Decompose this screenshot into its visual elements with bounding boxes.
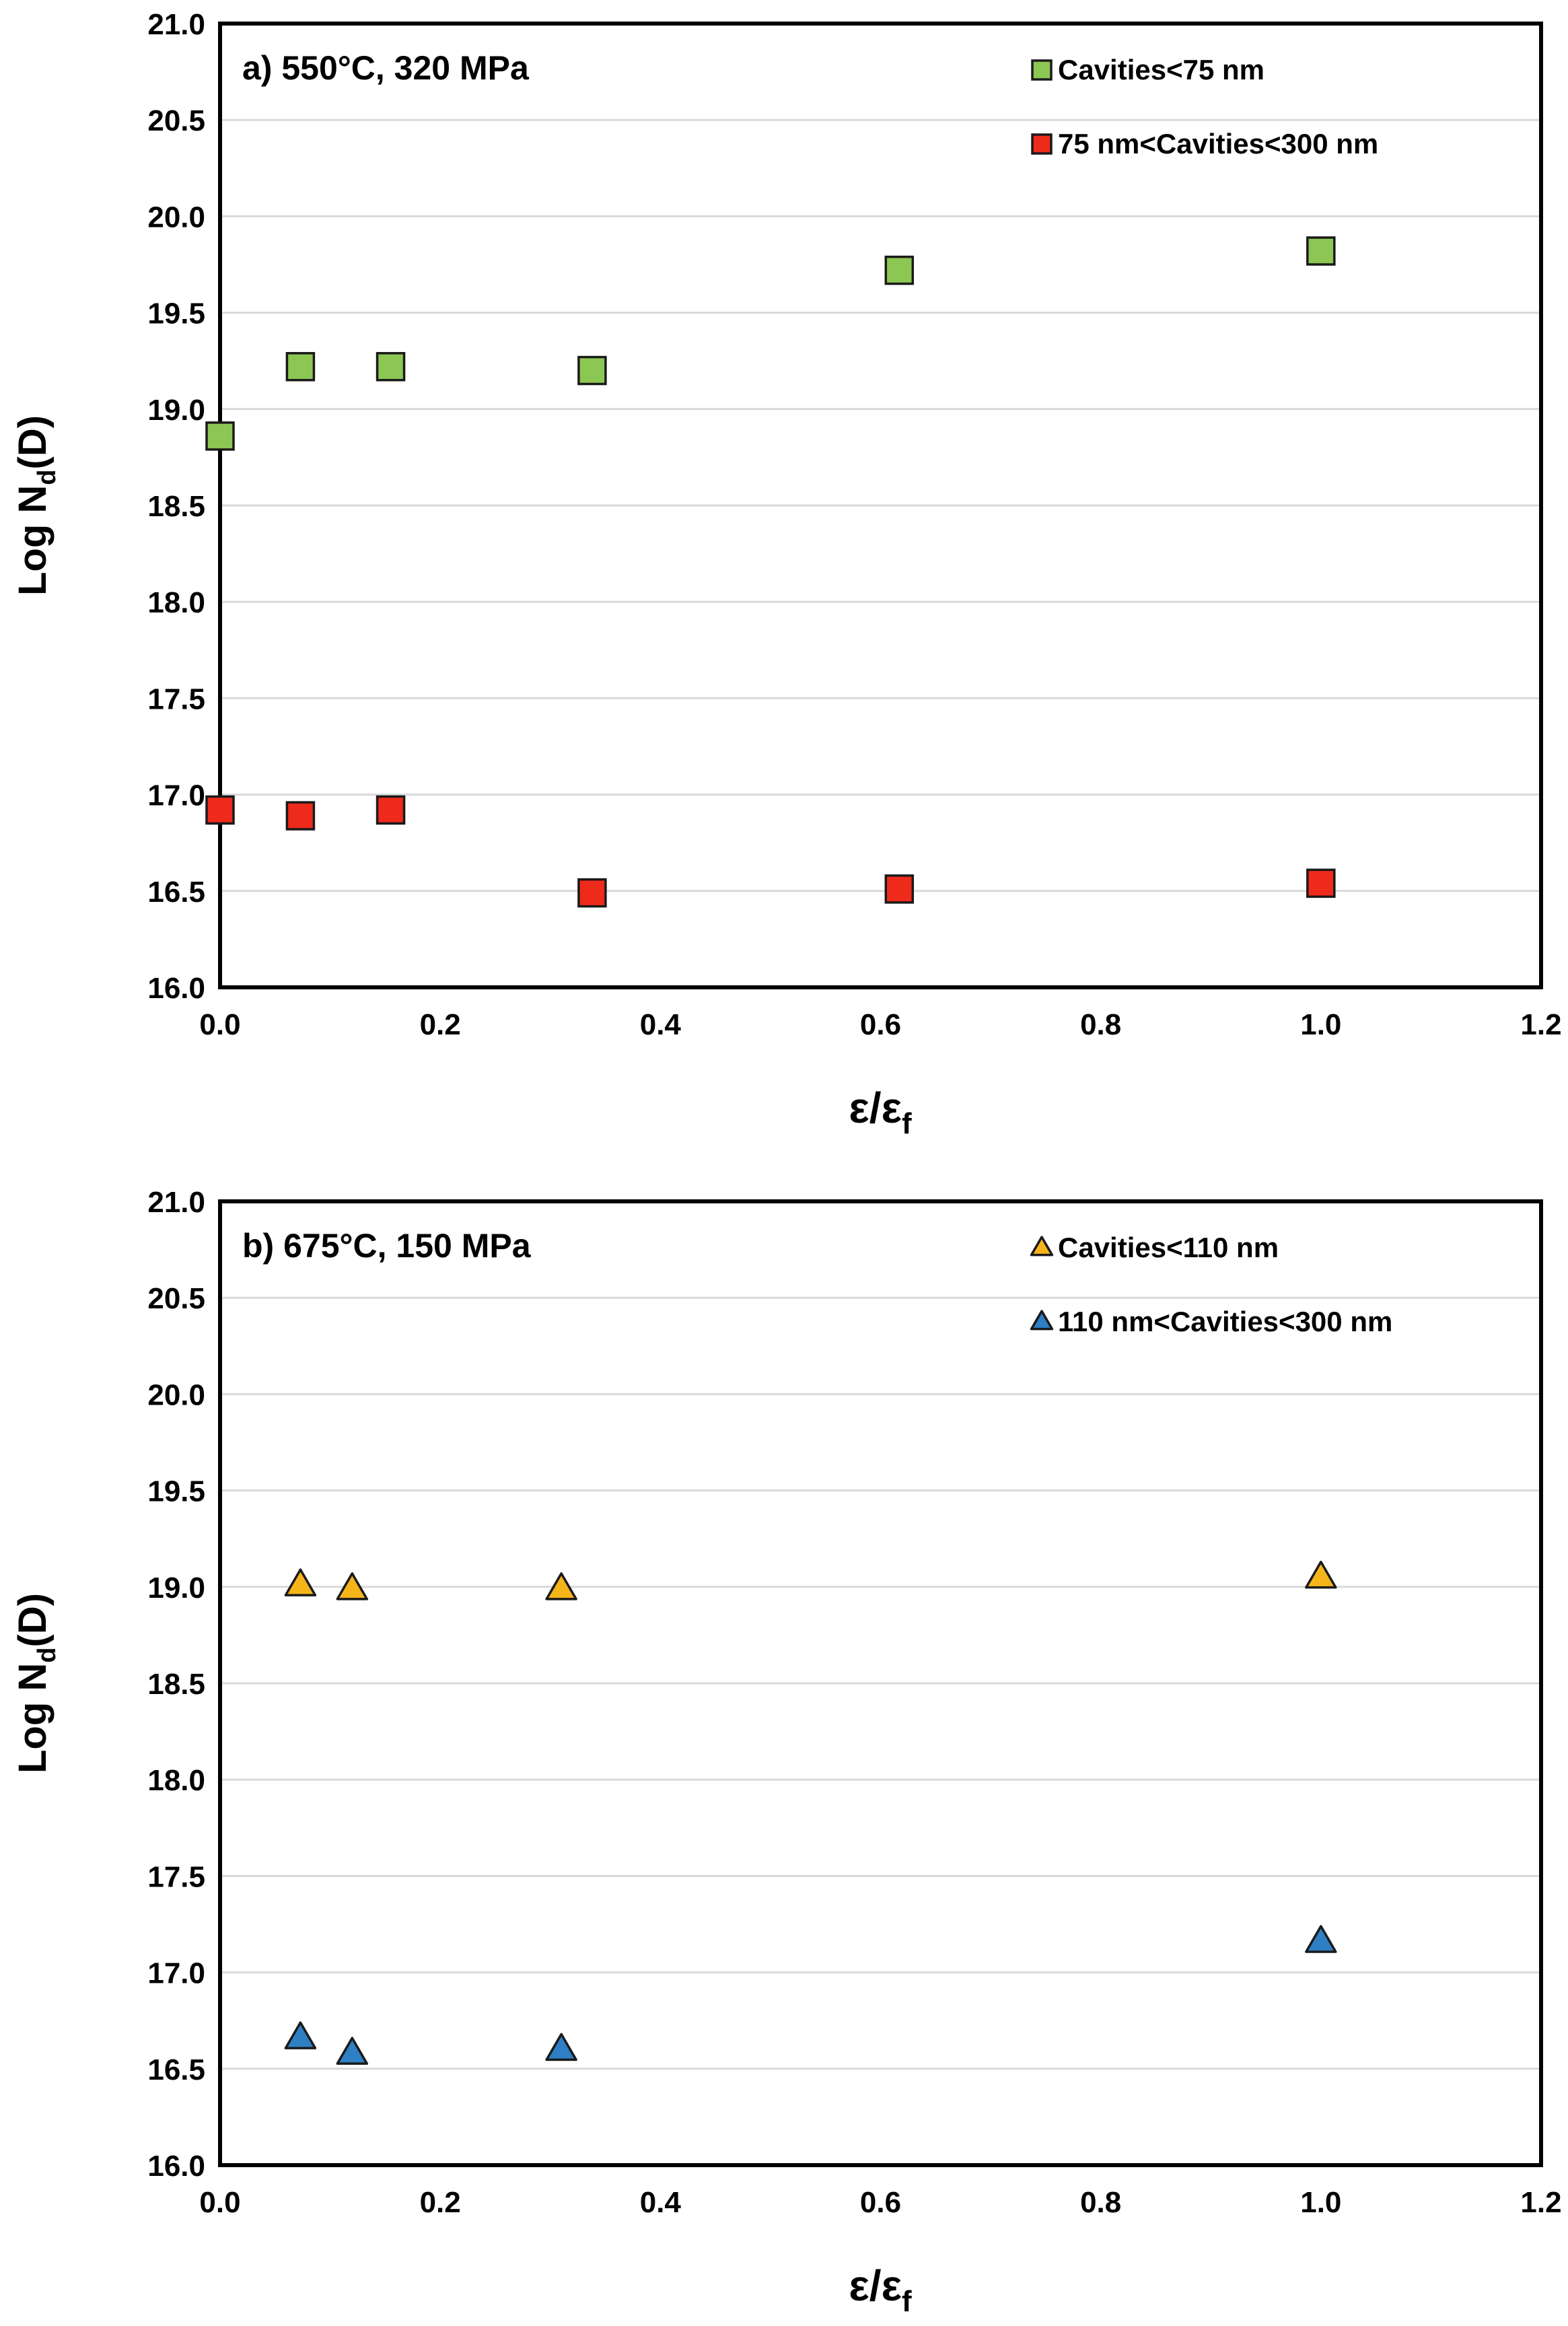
y-tick-label: 19.5 (147, 297, 205, 330)
data-point (1305, 1560, 1337, 1589)
grid-lines (220, 1296, 1541, 2070)
y-tick-label: 17.0 (147, 779, 205, 812)
x-axis-label: ε/εf (849, 1084, 912, 1140)
series-2 (205, 795, 1336, 908)
panel-title: a) 550°C, 320 MPa (242, 49, 530, 87)
y-tick-label: 20.0 (147, 1378, 205, 1411)
data-point (577, 878, 607, 908)
y-tick-label: 21.0 (147, 1186, 205, 1219)
x-tick-label: 0.4 (640, 2186, 682, 2219)
panel-title: b) 675°C, 150 MPa (242, 1227, 532, 1265)
legend-marker (1031, 133, 1053, 155)
x-tick-label: 0.2 (420, 1008, 461, 1041)
y-tick-labels: 16.0 16.5 17.0 17.5 18.0 18.5 19.0 19.5 20.0 20.5… (147, 1186, 205, 2183)
grid-lines (220, 118, 1541, 892)
y-axis-label: Log Nd(D) (11, 1593, 61, 1773)
y-tick-label: 21.0 (147, 8, 205, 41)
data-point (285, 352, 316, 382)
y-tick-label: 19.0 (147, 1572, 205, 1605)
x-tick-label: 0.8 (1080, 2186, 1121, 2219)
x-axis-label: ε/εf (849, 2261, 912, 2318)
x-tick-label: 0.8 (1080, 1008, 1121, 1041)
data-points (284, 1560, 1337, 2065)
data-point (284, 2021, 317, 2049)
panel-a: 16.0 16.5 17.0 17.5 18.0 18.5 19.0 19.5 20.0 20.5… (11, 8, 1562, 1140)
legend-label: 75 nm<Cavities<300 nm (1058, 128, 1378, 160)
legend-item: 110 nm<Cavities<300 nm (1030, 1306, 1392, 1337)
plot-area-frame (218, 22, 1543, 989)
y-tick-label: 20.5 (147, 1282, 205, 1315)
legend-item: 75 nm<Cavities<300 nm (1031, 128, 1378, 160)
y-tick-label: 18.5 (147, 490, 205, 523)
x-tick-labels: 0.0 0.2 0.4 0.6 0.8 1.0 1.2 (199, 1008, 1561, 1041)
data-point (545, 1572, 577, 1600)
legend-item: Cavities<75 nm (1031, 54, 1264, 85)
legend: Cavities<110 nm 110 nm<Cavities<300 nm (1030, 1232, 1392, 1337)
legend-marker (1031, 59, 1053, 81)
x-tick-label: 0.6 (860, 1008, 901, 1041)
y-tick-label: 19.0 (147, 394, 205, 427)
x-tick-label: 0.6 (860, 2186, 901, 2219)
x-tick-label: 1.0 (1300, 2186, 1341, 2219)
y-tick-label: 18.0 (147, 1764, 205, 1797)
plot-area-frame (218, 1199, 1543, 2167)
y-tick-labels: 16.0 16.5 17.0 17.5 18.0 18.5 19.0 19.5 20.0 20.5… (147, 8, 205, 1005)
data-point (545, 2033, 577, 2061)
data-point (336, 2037, 369, 2065)
legend: Cavities<75 nm 75 nm<Cavities<300 nm (1031, 54, 1378, 160)
x-tick-label: 1.2 (1520, 2186, 1561, 2219)
y-tick-label: 18.5 (147, 1668, 205, 1701)
panel-b: 16.0 16.5 17.0 17.5 18.0 18.5 19.0 19.5 20.0 20.5… (11, 1186, 1562, 2318)
series-2 (284, 1925, 1337, 2065)
y-tick-label: 17.5 (147, 682, 205, 715)
data-point (577, 355, 607, 386)
data-point (1305, 1925, 1337, 1953)
data-point (884, 874, 915, 904)
data-point (205, 421, 235, 451)
y-tick-label: 16.5 (147, 2053, 205, 2086)
x-tick-label: 0.0 (199, 1008, 240, 1041)
x-tick-label: 0.2 (420, 2186, 461, 2219)
y-tick-label: 18.0 (147, 586, 205, 619)
data-point (376, 352, 406, 382)
x-tick-label: 0.4 (640, 1008, 682, 1041)
data-point (205, 795, 235, 825)
y-tick-label: 20.5 (147, 104, 205, 137)
data-point (1306, 868, 1336, 898)
y-tick-label: 17.5 (147, 1860, 205, 1893)
legend-label: Cavities<75 nm (1058, 54, 1264, 85)
x-tick-label: 1.0 (1300, 1008, 1341, 1041)
data-point (376, 795, 406, 825)
y-axis-label: Log Nd(D) (11, 415, 61, 596)
legend-marker (1030, 1236, 1054, 1257)
legend-marker (1030, 1310, 1054, 1331)
x-tick-label: 1.2 (1520, 1008, 1561, 1041)
data-point (1306, 236, 1336, 266)
data-point (884, 255, 915, 285)
legend-label: 110 nm<Cavities<300 nm (1058, 1306, 1392, 1337)
data-point (336, 1572, 369, 1600)
x-tick-labels: 0.0 0.2 0.4 0.6 0.8 1.0 1.2 (199, 2186, 1561, 2219)
legend-label: Cavities<110 nm (1058, 1232, 1279, 1263)
series-1 (284, 1560, 1337, 1600)
y-tick-label: 17.0 (147, 1957, 205, 1990)
y-tick-label: 20.0 (147, 201, 205, 234)
data-point (285, 801, 316, 831)
data-points (205, 236, 1336, 908)
x-tick-label: 0.0 (199, 2186, 240, 2219)
legend-item: Cavities<110 nm (1030, 1232, 1279, 1263)
y-tick-label: 16.0 (147, 2150, 205, 2183)
series-1 (205, 236, 1336, 451)
data-point (284, 1568, 317, 1596)
y-tick-label: 16.0 (147, 972, 205, 1005)
y-tick-label: 16.5 (147, 876, 205, 909)
y-tick-label: 19.5 (147, 1475, 205, 1508)
